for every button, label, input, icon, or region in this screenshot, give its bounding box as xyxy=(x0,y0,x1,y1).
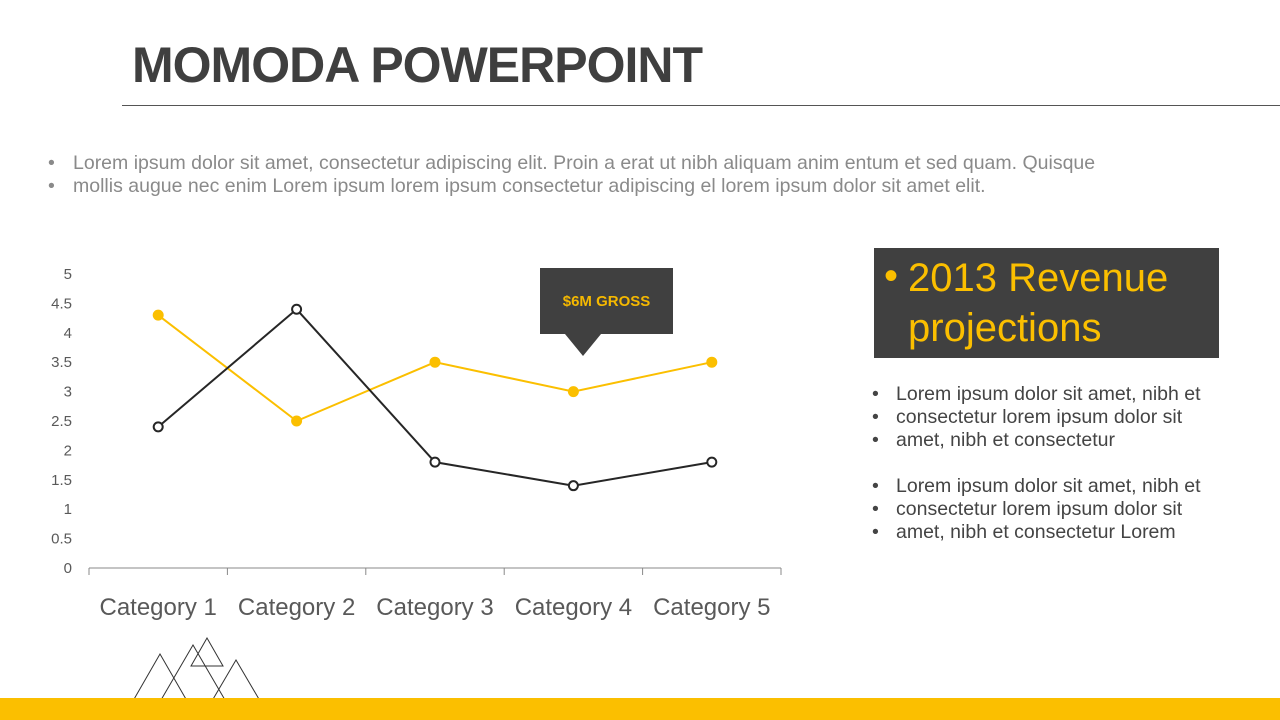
data-point xyxy=(291,415,303,427)
data-point xyxy=(567,480,579,492)
data-point xyxy=(429,356,441,368)
x-tick-label: Category 1 xyxy=(99,594,216,621)
bullet: • xyxy=(884,254,899,298)
triangles-decoration xyxy=(121,636,264,720)
side-bullet: Lorem ipsum dolor sit amet, nibh et xyxy=(872,475,1201,498)
data-point xyxy=(152,421,164,433)
y-tick-label: 3 xyxy=(64,384,72,401)
data-point xyxy=(291,303,303,315)
y-tick-label: 3.5 xyxy=(51,354,72,371)
intro-bullet: Lorem ipsum dolor sit amet, consectetur … xyxy=(48,152,1095,175)
y-tick-label: 1.5 xyxy=(51,472,72,489)
y-tick-label: 0 xyxy=(64,560,72,577)
title-divider xyxy=(122,105,1280,106)
y-tick-label: 4.5 xyxy=(51,295,72,312)
data-point xyxy=(567,386,579,398)
side-bullet: consectetur lorem ipsum dolor sit xyxy=(872,498,1201,521)
y-tick-label: 4 xyxy=(64,325,72,342)
y-tick-label: 2.5 xyxy=(51,413,72,430)
intro-bullet: mollis augue nec enim Lorem ipsum lorem … xyxy=(48,175,1095,198)
triangle-shape xyxy=(190,636,224,667)
x-tick-label: Category 4 xyxy=(515,594,632,621)
data-point xyxy=(706,456,718,468)
triangle-shape xyxy=(121,652,199,720)
side-bullet: consectetur lorem ipsum dolor sit xyxy=(872,406,1201,429)
slide-title: MOMODA POWERPOINT xyxy=(132,37,703,93)
y-tick-label: 1 xyxy=(64,501,72,518)
data-point xyxy=(706,356,718,368)
revenue-box: • 2013 Revenue projections xyxy=(874,248,1219,358)
bottom-accent-bar xyxy=(0,698,1280,720)
side-bullets: Lorem ipsum dolor sit amet, nibh et cons… xyxy=(872,383,1201,544)
data-point xyxy=(152,309,164,321)
y-tick-label: 2 xyxy=(64,442,72,459)
side-bullet: amet, nibh et consectetur xyxy=(872,429,1201,452)
callout-text: $6M GROSS xyxy=(562,292,651,310)
x-tick-label: Category 3 xyxy=(376,594,493,621)
x-tick-label: Category 5 xyxy=(653,594,770,621)
revenue-heading: 2013 Revenue projections xyxy=(908,256,1169,350)
intro-bullets: Lorem ipsum dolor sit amet, consectetur … xyxy=(48,152,1095,198)
side-bullet: amet, nibh et consectetur Lorem xyxy=(872,521,1201,544)
y-tick-label: 5 xyxy=(64,266,72,283)
data-point xyxy=(429,456,441,468)
side-bullet: Lorem ipsum dolor sit amet, nibh et xyxy=(872,383,1201,406)
y-tick-label: 0.5 xyxy=(51,531,72,548)
gross-callout: $6M GROSS xyxy=(540,268,673,356)
x-tick-label: Category 2 xyxy=(238,594,355,621)
